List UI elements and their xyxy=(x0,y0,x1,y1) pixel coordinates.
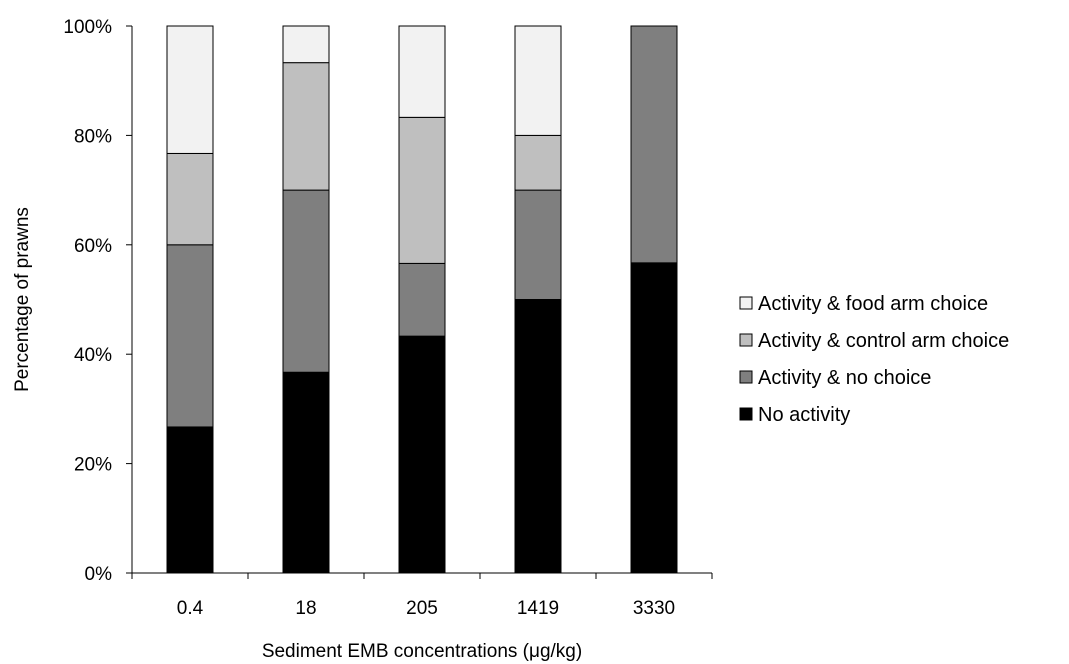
legend-swatch xyxy=(739,370,753,384)
legend-item-activity-food-arm-choice: Activity & food arm choice xyxy=(739,293,988,315)
x-tick-label: 18 xyxy=(295,598,316,619)
legend-swatch xyxy=(739,296,753,310)
bar-segment-activity-control-arm-choice-1419 xyxy=(514,134,562,191)
legend-label: Activity & no choice xyxy=(758,367,931,389)
bar-segment-activity-food-arm-choice-205 xyxy=(398,25,446,118)
bar-segment-activity-no-choice-0-4 xyxy=(166,244,214,428)
legend-label: Activity & food arm choice xyxy=(758,293,988,315)
bar-segment-no-activity-0-4 xyxy=(166,426,214,574)
legend-swatch xyxy=(739,333,753,347)
bar-segment-activity-no-choice-3330 xyxy=(630,25,678,264)
bar-segment-activity-control-arm-choice-205 xyxy=(398,116,446,264)
legend-item-activity-no-choice: Activity & no choice xyxy=(739,367,931,389)
legend-swatch xyxy=(739,407,753,421)
x-tick-label: 205 xyxy=(406,598,438,619)
bar-segment-activity-no-choice-1419 xyxy=(514,189,562,301)
axes-layer xyxy=(126,25,713,579)
labels-layer: 0% 20% 40% 60% 80% 100% 0.4 18 205 1419 3330 Sedime… xyxy=(12,17,675,662)
bar-segment-no-activity-205 xyxy=(398,335,446,574)
bars-layer xyxy=(166,25,678,574)
legend-item-no-activity: No activity xyxy=(739,404,850,426)
x-tick-label: 3330 xyxy=(633,598,675,619)
bar-segment-no-activity-1419 xyxy=(514,299,562,574)
y-tick-label: 100% xyxy=(63,17,112,38)
legend-item-activity-control-arm-choice: Activity & control arm choice xyxy=(739,330,1009,352)
y-tick-label: 20% xyxy=(74,455,112,476)
legend: Activity & food arm choice Activity & con… xyxy=(739,293,1009,426)
y-tick-label: 40% xyxy=(74,345,112,366)
bar-segment-activity-control-arm-choice-0-4 xyxy=(166,152,214,246)
bar-segment-activity-no-choice-205 xyxy=(398,262,446,337)
legend-label: No activity xyxy=(758,404,850,426)
x-axis-title: Sediment EMB concentrations (μg/kg) xyxy=(262,641,582,662)
bar-segment-activity-food-arm-choice-0-4 xyxy=(166,25,214,154)
y-tick-label: 80% xyxy=(74,126,112,147)
bar-segment-activity-food-arm-choice-1419 xyxy=(514,25,562,136)
x-tick-label: 0.4 xyxy=(177,598,204,619)
x-tick-label: 1419 xyxy=(517,598,559,619)
bar-segment-no-activity-3330 xyxy=(630,262,678,574)
y-tick-label: 60% xyxy=(74,236,112,257)
bar-segment-no-activity-18 xyxy=(282,371,330,574)
bar-segment-activity-no-choice-18 xyxy=(282,189,330,373)
y-tick-label: 0% xyxy=(85,564,113,585)
bar-segment-activity-food-arm-choice-18 xyxy=(282,25,330,64)
legend-label: Activity & control arm choice xyxy=(758,330,1009,352)
bar-segment-activity-control-arm-choice-18 xyxy=(282,62,330,191)
y-axis-title: Percentage of prawns xyxy=(12,207,33,392)
